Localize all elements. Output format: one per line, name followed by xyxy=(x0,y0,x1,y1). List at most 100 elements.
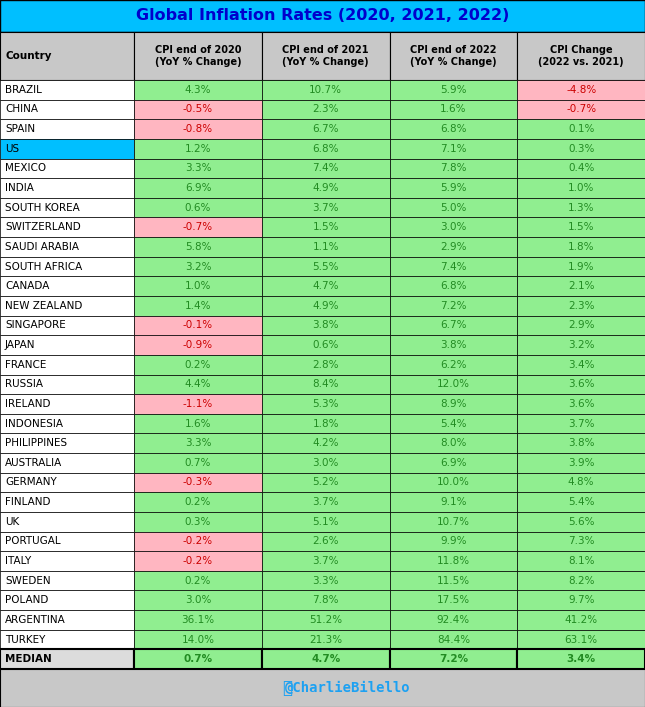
Bar xyxy=(0,0,645,32)
Bar xyxy=(390,394,517,414)
Text: 9.1%: 9.1% xyxy=(440,497,467,507)
Text: 3.4%: 3.4% xyxy=(566,654,596,664)
Bar xyxy=(134,473,262,492)
Text: PORTUGAL: PORTUGAL xyxy=(5,537,61,547)
Text: 1.5%: 1.5% xyxy=(568,222,595,233)
Bar xyxy=(134,532,262,551)
Bar xyxy=(517,649,645,669)
Text: 6.8%: 6.8% xyxy=(440,281,467,291)
Bar xyxy=(262,119,390,139)
Text: 2.1%: 2.1% xyxy=(568,281,595,291)
Bar xyxy=(517,590,645,610)
Text: -0.7%: -0.7% xyxy=(183,222,213,233)
Bar xyxy=(0,315,134,335)
Bar xyxy=(517,335,645,355)
Bar xyxy=(0,198,134,218)
Bar xyxy=(0,551,134,571)
Text: CANADA: CANADA xyxy=(5,281,50,291)
Text: AUSTRALIA: AUSTRALIA xyxy=(5,458,63,468)
Text: 3.0%: 3.0% xyxy=(313,458,339,468)
Bar xyxy=(390,315,517,335)
Text: 0.2%: 0.2% xyxy=(185,497,211,507)
Text: 1.6%: 1.6% xyxy=(184,419,212,428)
Text: BRAZIL: BRAZIL xyxy=(5,85,42,95)
Bar xyxy=(390,590,517,610)
Bar xyxy=(262,590,390,610)
Bar xyxy=(0,433,134,453)
Bar xyxy=(390,453,517,473)
Text: 6.9%: 6.9% xyxy=(440,458,467,468)
Bar xyxy=(262,276,390,296)
Text: 7.2%: 7.2% xyxy=(440,300,467,311)
Text: 3.3%: 3.3% xyxy=(312,575,339,585)
Text: 8.1%: 8.1% xyxy=(568,556,595,566)
Bar xyxy=(134,80,262,100)
Bar xyxy=(517,198,645,218)
Bar xyxy=(390,610,517,630)
Text: 36.1%: 36.1% xyxy=(181,615,215,625)
Text: 11.8%: 11.8% xyxy=(437,556,470,566)
Text: SPAIN: SPAIN xyxy=(5,124,35,134)
Text: @CharlieBilello: @CharlieBilello xyxy=(284,681,410,695)
Text: 5.4%: 5.4% xyxy=(568,497,595,507)
Bar xyxy=(262,610,390,630)
Text: 3.2%: 3.2% xyxy=(184,262,212,271)
Text: INDONESIA: INDONESIA xyxy=(5,419,63,428)
Text: 1.8%: 1.8% xyxy=(568,242,595,252)
Bar xyxy=(262,433,390,453)
Text: 5.0%: 5.0% xyxy=(441,203,466,213)
Text: 7.1%: 7.1% xyxy=(440,144,467,153)
Text: 0.3%: 0.3% xyxy=(568,144,594,153)
Bar xyxy=(262,630,390,649)
Text: 0.2%: 0.2% xyxy=(185,360,211,370)
Text: 63.1%: 63.1% xyxy=(564,635,598,645)
Text: 2.3%: 2.3% xyxy=(312,105,339,115)
Bar xyxy=(517,394,645,414)
Text: 5.2%: 5.2% xyxy=(312,477,339,488)
Bar xyxy=(0,610,134,630)
Bar xyxy=(0,80,134,100)
Text: 1.1%: 1.1% xyxy=(312,242,339,252)
Text: 7.4%: 7.4% xyxy=(312,163,339,173)
Bar xyxy=(134,178,262,198)
Bar xyxy=(0,492,134,512)
Text: 1.8%: 1.8% xyxy=(312,419,339,428)
Bar xyxy=(0,32,134,80)
Bar xyxy=(134,276,262,296)
Text: 7.2%: 7.2% xyxy=(439,654,468,664)
Bar xyxy=(0,355,134,375)
Bar xyxy=(0,473,134,492)
Text: 5.6%: 5.6% xyxy=(568,517,595,527)
Text: JAPAN: JAPAN xyxy=(5,340,35,350)
Bar xyxy=(517,473,645,492)
Text: CPI Change
(2022 vs. 2021): CPI Change (2022 vs. 2021) xyxy=(539,45,624,66)
Text: 4.9%: 4.9% xyxy=(312,300,339,311)
Text: 9.9%: 9.9% xyxy=(440,537,467,547)
Text: 2.6%: 2.6% xyxy=(312,537,339,547)
Text: 3.7%: 3.7% xyxy=(312,203,339,213)
Bar xyxy=(262,414,390,433)
Bar xyxy=(517,433,645,453)
Bar xyxy=(262,492,390,512)
Text: CHINA: CHINA xyxy=(5,105,38,115)
Bar xyxy=(517,610,645,630)
Text: 0.3%: 0.3% xyxy=(185,517,211,527)
Text: 8.4%: 8.4% xyxy=(312,380,339,390)
Bar xyxy=(134,100,262,119)
Text: 0.6%: 0.6% xyxy=(185,203,211,213)
Text: 8.0%: 8.0% xyxy=(441,438,466,448)
Bar xyxy=(134,649,262,669)
Text: 4.2%: 4.2% xyxy=(312,438,339,448)
Text: UK: UK xyxy=(5,517,19,527)
Bar xyxy=(134,296,262,315)
Bar xyxy=(517,571,645,590)
Bar xyxy=(517,414,645,433)
Bar xyxy=(262,512,390,532)
Bar xyxy=(262,473,390,492)
Bar xyxy=(517,276,645,296)
Text: 5.1%: 5.1% xyxy=(312,517,339,527)
Text: 4.8%: 4.8% xyxy=(568,477,595,488)
Text: 4.7%: 4.7% xyxy=(311,654,341,664)
Text: SOUTH KOREA: SOUTH KOREA xyxy=(5,203,80,213)
Bar xyxy=(0,512,134,532)
